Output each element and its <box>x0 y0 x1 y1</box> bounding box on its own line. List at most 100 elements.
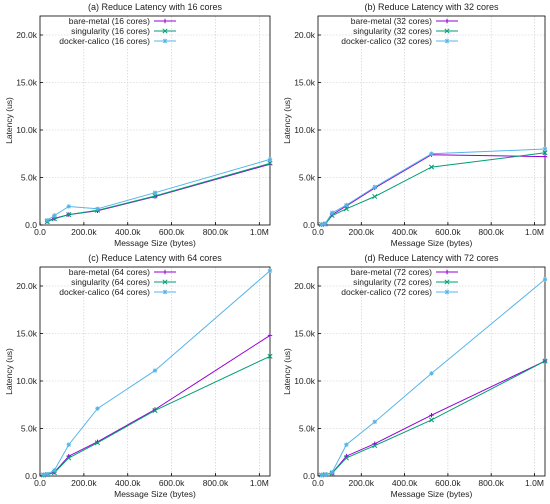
x-tick-label: 1.0M <box>250 478 269 488</box>
y-tick-label: 10.0k <box>294 125 316 135</box>
legend-marker <box>444 289 450 295</box>
data-point <box>152 407 158 414</box>
data-point <box>372 193 378 200</box>
x-tick-label: 400.0k <box>115 227 141 237</box>
chart-title: (c) Reduce Latency with 64 cores <box>88 253 222 263</box>
data-point <box>429 151 434 156</box>
legend-marker <box>162 279 168 285</box>
series-line-2 <box>47 162 271 223</box>
x-tick-label: 1.0M <box>525 227 544 237</box>
legend-label: singularity (32 cores) <box>353 26 432 36</box>
data-point <box>344 202 349 208</box>
x-tick-label: 1.0M <box>250 227 269 237</box>
legend-marker <box>444 279 450 285</box>
data-point <box>542 150 548 156</box>
x-tick-label: 200.0k <box>349 227 375 237</box>
data-point <box>428 164 435 170</box>
data-point <box>44 471 50 477</box>
x-tick-label: 800.0k <box>203 227 229 237</box>
data-point <box>542 277 548 282</box>
plot-frame <box>317 15 546 226</box>
y-tick-label: 20.0k <box>16 30 38 40</box>
legend-label: bare-metal (32 cores) <box>351 16 432 26</box>
x-axis-label: Message Size (bytes) <box>114 489 196 499</box>
data-point <box>41 472 46 477</box>
x-tick-label: 200.0k <box>71 478 97 488</box>
legend-label: singularity (64 cores) <box>71 277 150 287</box>
data-point <box>267 157 273 162</box>
y-tick-label: 10.0k <box>16 376 38 386</box>
y-tick-label: 20.0k <box>294 30 316 40</box>
y-tick-label: 10.0k <box>16 125 38 135</box>
x-tick-label: 0.0 <box>34 478 46 488</box>
legend-label: bare-metal (16 cores) <box>69 16 150 26</box>
data-point <box>44 218 50 223</box>
x-tick-label: 0.0 <box>312 478 324 488</box>
y-tick-label: 15.0k <box>294 78 316 88</box>
legend-label: docker-calico (32 cores) <box>341 36 432 46</box>
chart-panel-3: (c) Reduce Latency with 64 cores 0.0 200.0… <box>4 253 273 499</box>
plot-frame <box>39 15 271 226</box>
data-point <box>343 206 349 212</box>
data-point <box>267 268 273 273</box>
y-tick-label: 5.0k <box>21 424 38 434</box>
data-point <box>52 468 57 473</box>
data-point <box>267 353 273 359</box>
x-tick-label: 800.0k <box>478 227 504 237</box>
data-point <box>372 443 378 449</box>
x-tick-label: 800.0k <box>203 478 229 488</box>
data-point <box>319 472 324 478</box>
data-point <box>52 213 57 218</box>
chart-title: (a) Reduce Latency with 16 cores <box>88 2 223 12</box>
x-axis-label: Message Size (bytes) <box>391 489 473 499</box>
x-axis-label: Message Size (bytes) <box>114 238 196 248</box>
chart-panel-2: (b) Reduce Latency with 32 cores 0.0 200.0… <box>282 2 548 248</box>
series-line-1 <box>43 334 271 476</box>
data-point <box>343 455 349 461</box>
data-point <box>66 211 72 218</box>
x-tick-label: 1.0M <box>525 478 544 488</box>
data-point <box>542 146 548 152</box>
y-tick-label: 15.0k <box>294 329 316 339</box>
x-tick-label: 0.0 <box>34 227 46 237</box>
chart-panel-1: (a) Reduce Latency with 16 cores 0.0 200.0… <box>4 2 273 248</box>
data-point <box>372 419 377 425</box>
plot-frame <box>39 266 271 477</box>
data-point <box>344 442 349 447</box>
y-tick-label: 0.0 <box>25 220 37 230</box>
y-tick-label: 20.0k <box>16 281 38 291</box>
data-point <box>372 184 377 190</box>
data-point <box>267 333 273 338</box>
y-axis-label: Latency (us) <box>4 348 14 395</box>
data-point <box>428 417 435 423</box>
y-tick-label: 5.0k <box>299 173 316 183</box>
y-tick-label: 0.0 <box>25 471 37 481</box>
y-tick-label: 5.0k <box>21 173 38 183</box>
data-point <box>319 222 324 227</box>
plot-frame <box>317 266 546 477</box>
chart-panel-4: (d) Reduce Latency with 72 cores 0.0 200.0… <box>282 253 548 499</box>
legend-marker <box>162 38 168 44</box>
x-tick-label: 600.0k <box>159 227 185 237</box>
data-point <box>152 368 158 373</box>
legend-marker <box>444 18 450 24</box>
data-point <box>152 190 158 195</box>
x-tick-label: 600.0k <box>159 478 185 488</box>
x-tick-label: 600.0k <box>435 227 461 237</box>
data-point <box>329 470 335 475</box>
data-point <box>66 442 71 447</box>
legend-marker <box>444 28 450 34</box>
y-tick-label: 15.0k <box>16 329 38 339</box>
x-tick-label: 200.0k <box>349 478 375 488</box>
legend-marker <box>444 38 450 44</box>
data-point <box>66 455 72 461</box>
data-point <box>94 440 101 446</box>
y-tick-label: 20.0k <box>294 281 316 291</box>
data-point <box>322 221 328 226</box>
chart-title: (d) Reduce Latency with 72 cores <box>364 253 499 263</box>
data-point <box>429 413 434 418</box>
series-line-3 <box>46 158 271 221</box>
x-tick-label: 200.0k <box>71 227 97 237</box>
